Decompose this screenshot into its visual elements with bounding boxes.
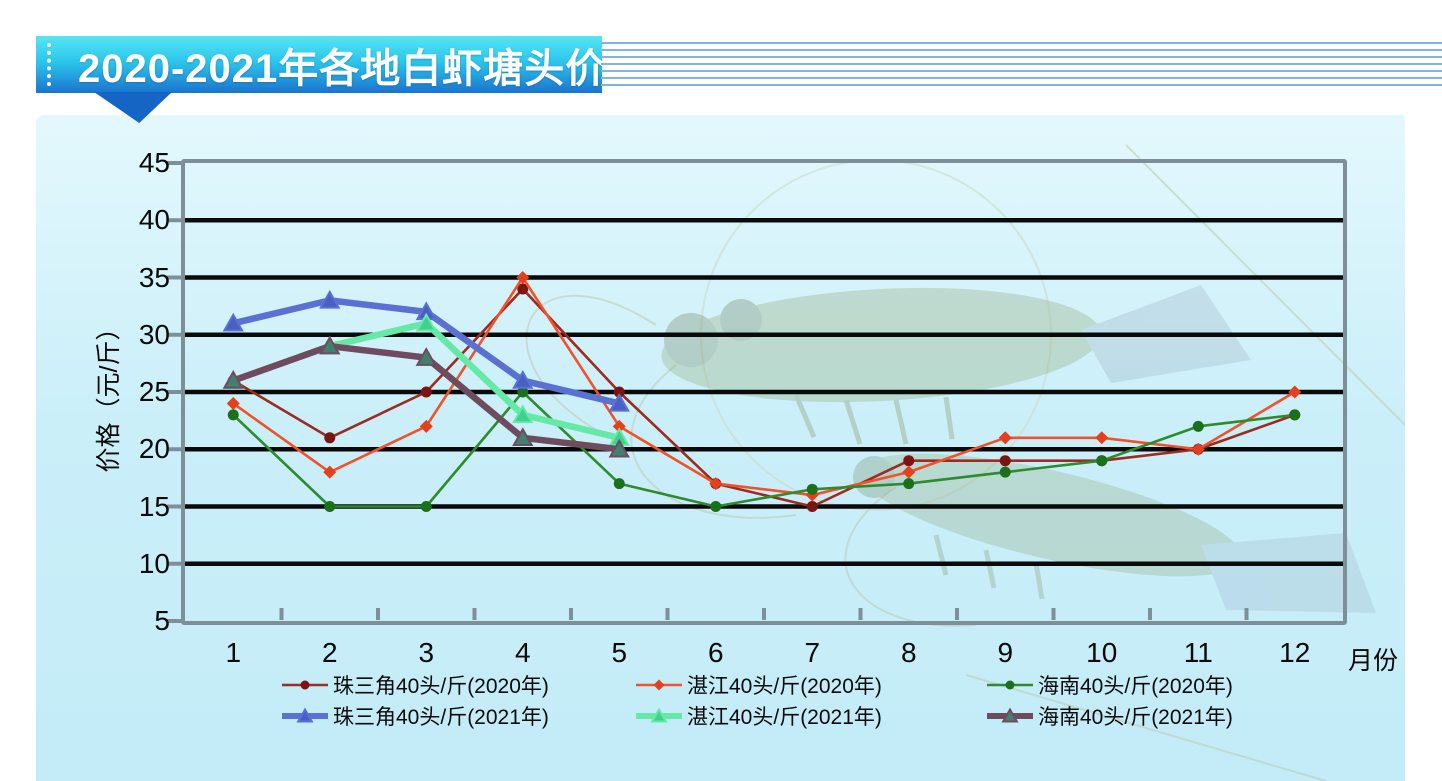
x-axis-title: 月份	[1348, 647, 1399, 675]
series-marker	[653, 679, 665, 691]
series-marker	[1288, 385, 1302, 399]
y-tick-label: 35	[138, 261, 170, 293]
series-marker	[1001, 707, 1019, 723]
x-tick-label: 9	[997, 637, 1014, 668]
legend-label: 海南40头/斤(2020年)	[1038, 675, 1233, 698]
x-tick-label: 1	[225, 637, 242, 668]
legend-marker-icon	[282, 680, 328, 690]
title-banner: 2020-2021年各地白虾塘头价	[36, 36, 605, 93]
series-marker	[319, 335, 341, 355]
series-marker	[999, 466, 1011, 478]
x-tick-label: 5	[611, 637, 628, 668]
legend-marker-icon	[636, 679, 682, 691]
series-marker	[296, 707, 314, 723]
series-marker	[512, 370, 534, 389]
series-marker	[300, 680, 310, 690]
x-tick-label: 10	[1086, 637, 1118, 668]
series-marker	[1095, 431, 1109, 445]
legend-label: 湛江40头/斤(2021年)	[687, 706, 882, 729]
series-marker	[227, 409, 239, 421]
y-tick-label: 15	[138, 490, 170, 522]
series-marker	[419, 419, 433, 433]
y-tick-label: 10	[138, 547, 170, 579]
series-marker	[323, 465, 337, 479]
series-marker	[512, 427, 534, 447]
series-marker	[902, 465, 916, 479]
series-marker	[319, 289, 341, 309]
legend-item: 珠三角40头/斤(2021年)	[282, 704, 549, 729]
legend-item: 湛江40头/斤(2021年)	[636, 704, 882, 729]
legend-marker-icon	[987, 707, 1033, 723]
x-tick-label: 8	[900, 637, 917, 668]
series-marker	[1096, 455, 1108, 467]
series-marker	[226, 396, 240, 410]
series-marker	[806, 501, 818, 512]
legend-marker-icon	[636, 707, 682, 723]
pinstripe-decoration	[601, 42, 1442, 91]
y-tick-label: 25	[138, 376, 170, 407]
series-marker	[512, 404, 534, 424]
legend-label: 珠三角40头/斤(2021年)	[333, 706, 549, 729]
series-marker	[324, 501, 336, 512]
series-marker	[903, 478, 915, 490]
series-marker	[998, 431, 1012, 445]
series-marker	[650, 707, 668, 723]
series-marker	[222, 370, 244, 389]
series-marker	[420, 501, 432, 512]
legend-label: 湛江40头/斤(2020年)	[687, 675, 882, 698]
y-tick-label: 20	[138, 433, 170, 465]
series-marker	[420, 386, 432, 398]
series-marker	[710, 501, 722, 512]
series-marker	[806, 483, 818, 495]
y-tick-label: 30	[138, 318, 170, 350]
series-marker	[709, 477, 723, 491]
page-title: 2020-2021年各地白虾塘头价	[78, 46, 607, 91]
series-line-1	[231, 276, 1297, 497]
legend-marker-icon	[282, 707, 328, 723]
series-marker	[517, 283, 529, 295]
series-line-0	[231, 287, 1297, 508]
series-marker	[612, 419, 626, 433]
y-tick-label: 5	[154, 605, 170, 636]
legend-label: 海南40头/斤(2021年)	[1038, 706, 1233, 729]
x-tick-label: 7	[804, 637, 821, 668]
series-marker	[613, 386, 625, 398]
series-marker	[999, 455, 1011, 467]
series-marker	[415, 347, 437, 366]
x-tick-label: 2	[321, 637, 338, 668]
series-marker	[1192, 420, 1204, 432]
series-marker	[415, 312, 437, 332]
series-marker	[608, 438, 630, 458]
series-line-2	[231, 390, 1297, 508]
legend-marker-icon	[987, 680, 1033, 690]
y-tick-label: 45	[138, 147, 170, 178]
series-marker	[1191, 442, 1205, 456]
y-tick-label: 40	[138, 204, 170, 236]
series-marker	[516, 271, 530, 284]
series-marker	[1005, 680, 1015, 690]
legend-item: 湛江40头/斤(2020年)	[636, 673, 882, 698]
plot-frame	[181, 159, 1347, 625]
series-marker	[324, 432, 336, 444]
banner-dotted-line-decoration	[47, 43, 51, 86]
x-tick-label: 6	[707, 637, 724, 668]
series-marker	[608, 392, 630, 412]
series-marker	[517, 386, 529, 398]
x-tick-label: 12	[1279, 637, 1311, 668]
series-marker	[222, 312, 244, 332]
x-tick-label: 3	[418, 637, 435, 668]
series-marker	[1289, 409, 1301, 421]
chart-plot-area	[167, 161, 1343, 623]
x-tick-label: 4	[514, 637, 531, 668]
legend-item: 海南40头/斤(2020年)	[987, 673, 1233, 698]
legend-item: 海南40头/斤(2021年)	[987, 704, 1233, 729]
series-marker	[613, 478, 625, 490]
x-tick-label: 11	[1183, 637, 1213, 668]
legend-item: 珠三角40头/斤(2020年)	[282, 673, 549, 698]
legend-label: 珠三角40头/斤(2020年)	[333, 675, 549, 698]
series-marker	[903, 455, 915, 467]
